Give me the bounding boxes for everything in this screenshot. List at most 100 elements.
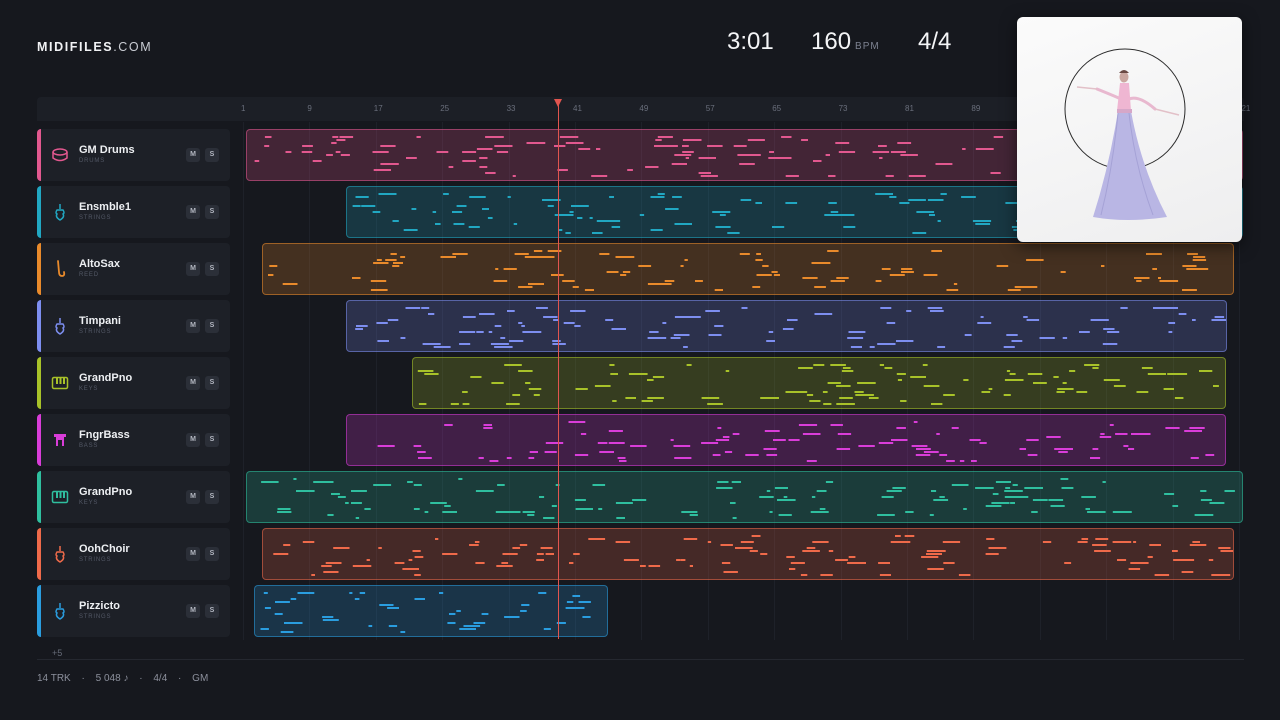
playhead[interactable] <box>558 104 559 639</box>
track-color-bar <box>37 528 41 580</box>
piano-icon <box>51 374 69 392</box>
more-tracks-indicator[interactable]: +5 <box>52 648 63 658</box>
violin-icon <box>51 602 69 620</box>
separator: · <box>81 673 85 684</box>
track-header[interactable]: Pizzicto STRINGS M S <box>37 585 230 637</box>
piano-icon <box>51 488 69 506</box>
track-category: STRINGS <box>79 614 112 620</box>
dancer-artwork-image <box>1064 48 1186 220</box>
track-category: STRINGS <box>79 329 112 335</box>
track-category: KEYS <box>79 500 99 506</box>
solo-button[interactable]: S <box>205 490 219 504</box>
brand-name: MIDIFILES <box>37 40 114 54</box>
grid-line <box>309 122 311 640</box>
ruler-tick: 57 <box>705 104 715 113</box>
separator: · <box>178 673 182 684</box>
note-pattern <box>355 307 1226 348</box>
solo-button[interactable]: S <box>205 148 219 162</box>
midi-standard: GM <box>192 673 209 684</box>
track-category: BASS <box>79 443 99 449</box>
track-color-bar <box>37 414 41 466</box>
note-pattern <box>273 535 1233 576</box>
track-color-bar <box>37 471 41 523</box>
grid-line <box>442 122 444 640</box>
track-color-bar <box>37 186 41 238</box>
violin-icon <box>51 317 69 335</box>
midi-clip[interactable] <box>262 528 1234 580</box>
note-pattern <box>417 364 1219 405</box>
ruler-tick: 49 <box>639 104 649 113</box>
note-pattern <box>377 421 1215 462</box>
track-category: REED <box>79 272 99 278</box>
track-header[interactable]: Ensmble1 STRINGS M S <box>37 186 230 238</box>
midi-clip[interactable] <box>246 471 1243 523</box>
track-name: GM Drums <box>79 144 135 156</box>
mute-button[interactable]: M <box>186 148 200 162</box>
solo-button[interactable]: S <box>205 547 219 561</box>
ruler-tick: 73 <box>838 104 848 113</box>
tempo-unit: BPM <box>855 41 880 52</box>
track-header[interactable]: GrandPno KEYS M S <box>37 357 230 409</box>
mute-button[interactable]: M <box>186 262 200 276</box>
mute-button[interactable]: M <box>186 376 200 390</box>
grid-line <box>243 122 244 640</box>
track-color-bar <box>37 300 41 352</box>
ruler-tick: 81 <box>905 104 914 113</box>
grid-line <box>508 122 510 640</box>
separator: · <box>139 673 143 684</box>
solo-button[interactable]: S <box>205 319 219 333</box>
track-name: FngrBass <box>79 429 130 441</box>
note-pattern <box>254 136 1242 177</box>
mute-button[interactable]: M <box>186 433 200 447</box>
midi-clip[interactable] <box>262 243 1234 295</box>
bass-icon <box>51 431 69 449</box>
track-name: GrandPno <box>79 486 133 498</box>
mute-button[interactable]: M <box>186 205 200 219</box>
track-name: GrandPno <box>79 372 133 384</box>
saxophone-icon <box>51 260 69 278</box>
ruler-tick: 121 <box>1237 104 1251 113</box>
track-name: AltoSax <box>79 258 120 270</box>
track-color-bar <box>37 129 41 181</box>
midi-clip[interactable] <box>412 357 1226 409</box>
track-header[interactable]: GrandPno KEYS M S <box>37 471 230 523</box>
grid-line <box>973 122 975 640</box>
solo-button[interactable]: S <box>205 205 219 219</box>
ruler-tick: 89 <box>971 104 981 113</box>
track-category: STRINGS <box>79 557 112 563</box>
track-name: Ensmble1 <box>79 201 131 213</box>
track-header[interactable]: Timpani STRINGS M S <box>37 300 230 352</box>
grid-line <box>840 122 842 640</box>
album-artwork <box>1017 17 1242 242</box>
solo-button[interactable]: S <box>205 262 219 276</box>
ruler-tick: 65 <box>772 104 782 113</box>
grid-line <box>641 122 643 640</box>
track-header[interactable]: OohChoir STRINGS M S <box>37 528 230 580</box>
brand-logo[interactable]: MIDIFILES.COM <box>37 40 152 54</box>
track-header[interactable]: FngrBass BASS M S <box>37 414 230 466</box>
grid-line <box>707 122 709 640</box>
track-name: OohChoir <box>79 543 130 555</box>
midi-clip[interactable] <box>346 414 1226 466</box>
ruler-tick: 17 <box>373 104 383 113</box>
mute-button[interactable]: M <box>186 547 200 561</box>
solo-button[interactable]: S <box>205 604 219 618</box>
violin-icon <box>51 545 69 563</box>
track-header[interactable]: AltoSax REED M S <box>37 243 230 295</box>
mute-button[interactable]: M <box>186 319 200 333</box>
tempo-display: 160 BPM <box>811 28 880 56</box>
ruler-tick: 9 <box>307 104 312 113</box>
time-signature-display: 4/4 <box>918 28 952 55</box>
solo-button[interactable]: S <box>205 376 219 390</box>
track-header[interactable]: GM Drums DRUMS M S <box>37 129 230 181</box>
duration-display: 3:01 <box>727 28 774 55</box>
midi-clip[interactable] <box>254 585 608 637</box>
solo-button[interactable]: S <box>205 433 219 447</box>
midi-clip[interactable] <box>346 300 1227 352</box>
mute-button[interactable]: M <box>186 490 200 504</box>
ruler-tick: 33 <box>506 104 516 113</box>
grid-line <box>1039 122 1041 640</box>
grid-line <box>575 122 576 640</box>
mute-button[interactable]: M <box>186 604 200 618</box>
playhead-handle[interactable] <box>554 99 562 107</box>
